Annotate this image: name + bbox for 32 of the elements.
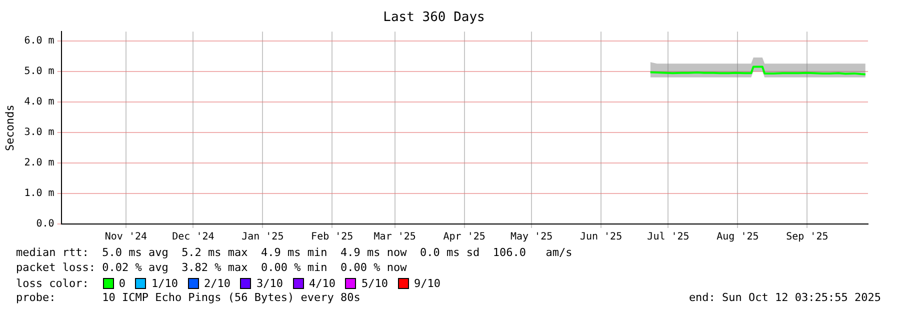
legend-title: loss color:: [16, 277, 89, 290]
x-tick-label: May '25: [510, 232, 553, 243]
y-tick-label: 1.0 m: [24, 188, 54, 200]
chart-title: Last 360 Days: [383, 10, 485, 26]
x-tick-label: Jul '25: [647, 232, 690, 243]
legend-label: 2/10: [204, 277, 230, 290]
legend-label: 1/10: [151, 277, 178, 290]
y-tick-label: 4.0 m: [24, 96, 54, 108]
legend-label: 0: [118, 277, 126, 290]
y-axis-title: Seconds: [3, 104, 16, 151]
y-tick-label: 3.0 m: [24, 126, 54, 138]
x-tick-label: Nov '24: [104, 232, 148, 243]
x-tick-label: Jan '25: [242, 232, 284, 243]
y-tick-label: 2.0 m: [24, 158, 54, 169]
x-tick-label: Dec '24: [172, 232, 214, 243]
x-tick-label: Jun '25: [580, 232, 622, 243]
x-tick-label: Feb '25: [311, 232, 354, 243]
legend-label: 4/10: [308, 277, 336, 290]
y-tick-label: 0.0: [36, 218, 54, 230]
legend-label: 3/10: [256, 277, 283, 290]
legend-label: 5/10: [361, 277, 388, 290]
text: packet loss: 0.02 % avg 3.82 % max 0.00 % min 0.00 % now: [16, 261, 408, 276]
text: median rtt: 5.0 ms avg 5.2 ms max 4.9 ms min 4.9 ms now 0.0 ms sd 106.0 am/s: [16, 246, 574, 261]
x-tick-label: Mar '25: [374, 232, 416, 243]
y-tick-label: 5.0 m: [24, 66, 54, 77]
y-tick-label: 6.0 m: [24, 35, 54, 46]
x-tick-label: Aug '25: [716, 232, 759, 243]
text: probe: 10 ICMP Echo Pings (56 Bytes) every 80s: [16, 291, 360, 306]
x-tick-label: Apr '25: [443, 232, 486, 243]
x-tick-label: Sep '25: [786, 232, 828, 243]
legend-label: 9/10: [414, 277, 440, 290]
text: end: Sun Oct 12 03:25:55 2025: [688, 291, 881, 306]
